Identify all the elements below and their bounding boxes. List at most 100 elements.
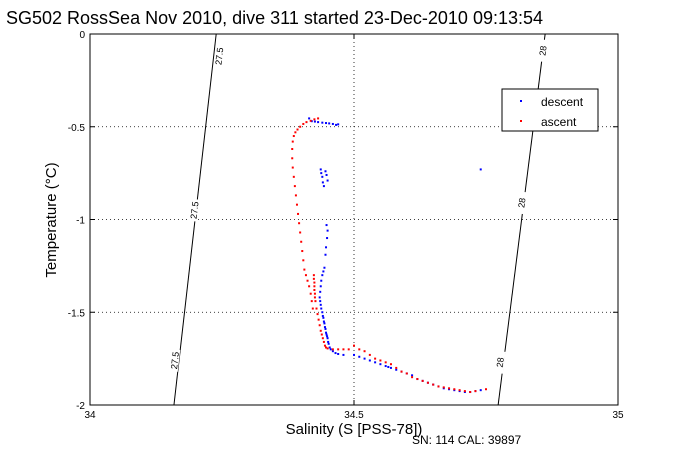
ascent-point [315, 307, 318, 310]
descent-point [329, 348, 332, 351]
x-tick-label: 34.5 [344, 410, 364, 421]
y-tick-label: 0 [79, 30, 85, 41]
ascent-point [310, 300, 313, 303]
descent-point [327, 342, 330, 345]
legend-label-descent: descent [541, 95, 584, 109]
descent-point [389, 366, 392, 369]
ascent-point [311, 307, 314, 310]
descent-point [322, 316, 325, 319]
descent-point [322, 270, 325, 273]
ascent-point [317, 318, 320, 321]
ascent-point [325, 346, 328, 349]
descent-point [328, 122, 331, 125]
ascent-point [313, 292, 316, 295]
ascent-point [312, 274, 315, 277]
ascent-point [453, 388, 456, 391]
ascent-point [448, 387, 451, 390]
ascent-point [291, 166, 294, 169]
legend: descent ascent [501, 88, 599, 132]
descent-point [335, 123, 338, 126]
ascent-point [299, 231, 302, 234]
isopycnal-label: 28 [516, 197, 527, 208]
ascent-point [301, 250, 304, 253]
descent-point [353, 353, 355, 356]
isopycnal-label-bg [516, 191, 528, 215]
ascent-point [485, 388, 487, 391]
descent-point [313, 120, 316, 123]
ascent-point [317, 117, 320, 120]
isopycnal-label: 27.5 [189, 201, 201, 220]
ascent-point [426, 381, 429, 384]
descent-point [337, 352, 340, 355]
isopycnal-label: 27.5 [213, 47, 225, 66]
descent-point [387, 365, 390, 368]
descent-point [322, 320, 325, 323]
ascent-point [300, 240, 303, 243]
footer-serial-cal: SN: 114 CAL: 39897 [412, 433, 522, 447]
isopycnal-label: 27.5 [169, 351, 181, 370]
ascent-point [323, 344, 326, 347]
ascent-point [363, 350, 366, 353]
descent-point [374, 361, 377, 364]
isopycnal-label-bg [494, 350, 506, 374]
descent-point [323, 326, 326, 329]
descent-point [321, 121, 324, 124]
descent-point [331, 350, 334, 353]
descent-point [321, 311, 324, 314]
ascent-point [411, 376, 414, 379]
y-tick-label: -0.5 [68, 123, 86, 134]
descent-point [326, 337, 329, 340]
descent-point [479, 168, 482, 171]
ascent-point [379, 359, 382, 362]
ascent-point [389, 363, 392, 366]
descent-point [379, 363, 382, 366]
isopycnal-label-bg [537, 39, 549, 63]
descent-point [321, 314, 324, 317]
descent-point [325, 224, 328, 227]
legend-box [501, 88, 599, 132]
isopycnal-label: 28 [537, 45, 548, 56]
ascent-point [384, 361, 387, 364]
descent-point [334, 352, 337, 355]
descent-point [323, 266, 326, 269]
ascent-point [295, 203, 298, 206]
legend-marker-ascent [520, 120, 522, 122]
ascent-point [322, 340, 325, 343]
descent-point [368, 359, 371, 362]
ascent-point [308, 285, 311, 288]
isopycnal-label-bg [214, 44, 225, 68]
ascent-point [331, 348, 334, 351]
descent-point [320, 279, 323, 282]
ascent-point [321, 337, 324, 340]
descent-point [326, 179, 329, 182]
legend-marker-descent [520, 100, 522, 102]
ascent-point [297, 212, 300, 215]
x-tick-label: 35 [612, 410, 624, 421]
ascent-point [342, 348, 345, 351]
descent-point [324, 327, 327, 330]
ascent-point [313, 296, 316, 299]
ascent-point [291, 157, 294, 160]
ascent-point [302, 122, 305, 125]
ascent-point [442, 386, 445, 389]
ascent-point [298, 222, 301, 225]
isopycnal-label: 28 [495, 357, 506, 368]
ascent-point [353, 344, 355, 347]
ascent-point [463, 390, 466, 393]
descent-point [395, 368, 398, 371]
ascent-point [305, 121, 308, 124]
y-tick-label: -1.5 [68, 308, 86, 319]
descent-point [321, 181, 324, 184]
legend-label-ascent: ascent [541, 115, 577, 129]
ascent-point [368, 353, 371, 356]
ascent-point [474, 390, 477, 393]
descent-point [319, 303, 322, 306]
ascent-point [469, 391, 472, 394]
ascent-point [293, 185, 296, 188]
descent-point [326, 229, 329, 232]
ascent-point [312, 277, 315, 280]
descent-point [325, 333, 328, 336]
descent-point [479, 389, 482, 392]
ascent-point [374, 357, 377, 360]
